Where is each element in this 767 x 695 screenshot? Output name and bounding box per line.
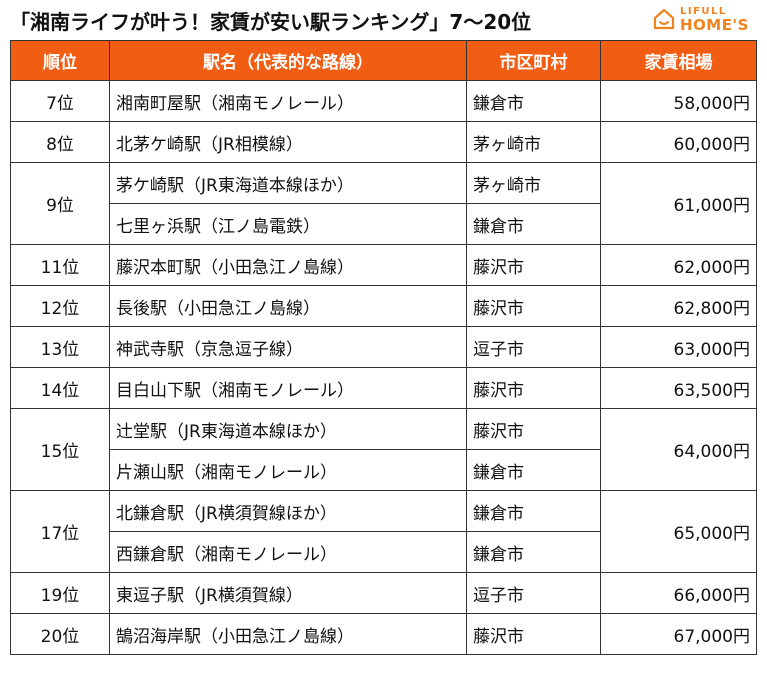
station-cell: 七里ヶ浜駅（江ノ島電鉄） — [109, 203, 467, 245]
station-cell: 長後駅（小田急江ノ島線） — [109, 285, 467, 327]
header-city: 市区町村 — [466, 40, 601, 81]
city-cell: 茅ヶ崎市 — [466, 121, 601, 163]
city-cell: 藤沢市 — [466, 408, 601, 450]
rank-cell: 13位 — [10, 326, 110, 368]
table-row: 19位 東逗子駅（JR横須賀線） 逗子市 66,000円 — [10, 572, 757, 614]
logo-text-main: HOME'S — [680, 16, 749, 34]
header: 「湘南ライフが叶う！家賃が安い駅ランキング」7〜20位 LIFULL HOME'… — [0, 0, 767, 44]
rank-cell: 9位 — [10, 162, 110, 245]
station-cell: 東逗子駅（JR横須賀線） — [109, 572, 467, 614]
city-cell: 茅ヶ崎市 — [466, 162, 601, 204]
rent-cell: 60,000円 — [600, 121, 757, 163]
rent-cell: 64,000円 — [600, 408, 757, 491]
table-row: 片瀬山駅（湘南モノレール） 鎌倉市 — [11, 449, 757, 491]
rank-cell: 15位 — [10, 408, 110, 491]
city-cell: 藤沢市 — [466, 613, 601, 655]
table-row: 14位 目白山下駅（湘南モノレール） 藤沢市 63,500円 — [10, 367, 757, 409]
table-row: 15位 辻堂駅（JR東海道本線ほか） 藤沢市 64,000円 — [10, 408, 757, 491]
rent-cell: 63,000円 — [600, 326, 757, 368]
station-cell: 辻堂駅（JR東海道本線ほか） — [109, 408, 467, 450]
station-cell: 鵠沼海岸駅（小田急江ノ島線） — [109, 613, 467, 655]
station-cell: 西鎌倉駅（湘南モノレール） — [109, 531, 467, 573]
station-cell: 神武寺駅（京急逗子線） — [109, 326, 467, 368]
table-row: 12位 長後駅（小田急江ノ島線） 藤沢市 62,800円 — [10, 285, 757, 327]
rank-cell: 11位 — [10, 244, 110, 286]
station-cell: 湘南町屋駅（湘南モノレール） — [109, 80, 467, 122]
rent-cell: 62,800円 — [600, 285, 757, 327]
table-row: 七里ヶ浜駅（江ノ島電鉄） 鎌倉市 — [11, 203, 757, 245]
rank-cell: 19位 — [10, 572, 110, 614]
city-cell: 逗子市 — [466, 572, 601, 614]
rank-cell: 20位 — [10, 613, 110, 655]
station-cell: 北鎌倉駅（JR横須賀線ほか） — [109, 490, 467, 532]
rank-cell: 8位 — [10, 121, 110, 163]
rent-cell: 58,000円 — [600, 80, 757, 122]
table-row: 11位 藤沢本町駅（小田急江ノ島線） 藤沢市 62,000円 — [10, 244, 757, 286]
rank-cell: 17位 — [10, 490, 110, 573]
page-title: 「湘南ライフが叶う！家賃が安い駅ランキング」7〜20位 — [10, 10, 532, 34]
rank-cell: 14位 — [10, 367, 110, 409]
rent-cell: 65,000円 — [600, 490, 757, 573]
station-cell: 北茅ケ崎駅（JR相模線） — [109, 121, 467, 163]
house-icon — [653, 8, 675, 30]
rent-cell: 62,000円 — [600, 244, 757, 286]
header-station: 駅名（代表的な路線） — [109, 40, 467, 81]
city-cell: 逗子市 — [466, 326, 601, 368]
station-cell: 片瀬山駅（湘南モノレール） — [109, 449, 467, 491]
city-cell: 藤沢市 — [466, 285, 601, 327]
header-rank: 順位 — [10, 40, 110, 81]
city-cell: 鎌倉市 — [466, 80, 601, 122]
rent-cell: 61,000円 — [600, 162, 757, 245]
table-row: 9位 茅ケ崎駅（JR東海道本線ほか） 茅ヶ崎市 61,000円 — [10, 162, 757, 245]
station-cell: 茅ケ崎駅（JR東海道本線ほか） — [109, 162, 467, 204]
table-row: 西鎌倉駅（湘南モノレール） 鎌倉市 — [11, 531, 757, 573]
rank-cell: 7位 — [10, 80, 110, 122]
table-row: 13位 神武寺駅（京急逗子線） 逗子市 63,000円 — [10, 326, 757, 368]
city-cell: 鎌倉市 — [466, 203, 601, 245]
header-rent: 家賃相場 — [600, 40, 757, 81]
table-row: 20位 鵠沼海岸駅（小田急江ノ島線） 藤沢市 67,000円 — [10, 613, 757, 655]
rank-cell: 12位 — [10, 285, 110, 327]
table-row: 8位 北茅ケ崎駅（JR相模線） 茅ヶ崎市 60,000円 — [10, 121, 757, 163]
city-cell: 鎌倉市 — [466, 490, 601, 532]
table-header-row: 順位 駅名（代表的な路線） 市区町村 家賃相場 — [10, 40, 757, 81]
station-cell: 目白山下駅（湘南モノレール） — [109, 367, 467, 409]
rent-cell: 63,500円 — [600, 367, 757, 409]
logo-text-top: LIFULL — [680, 6, 727, 17]
rent-cell: 67,000円 — [600, 613, 757, 655]
rent-cell: 66,000円 — [600, 572, 757, 614]
city-cell: 藤沢市 — [466, 244, 601, 286]
lifull-homes-logo: LIFULL HOME'S — [653, 6, 757, 36]
table-row: 7位 湘南町屋駅（湘南モノレール） 鎌倉市 58,000円 — [10, 80, 757, 122]
city-cell: 藤沢市 — [466, 367, 601, 409]
city-cell: 鎌倉市 — [466, 531, 601, 573]
ranking-table: 順位 駅名（代表的な路線） 市区町村 家賃相場 7位 湘南町屋駅（湘南モノレール… — [10, 40, 757, 655]
city-cell: 鎌倉市 — [466, 449, 601, 491]
station-cell: 藤沢本町駅（小田急江ノ島線） — [109, 244, 467, 286]
table-row: 17位 北鎌倉駅（JR横須賀線ほか） 鎌倉市 65,000円 — [10, 490, 757, 573]
